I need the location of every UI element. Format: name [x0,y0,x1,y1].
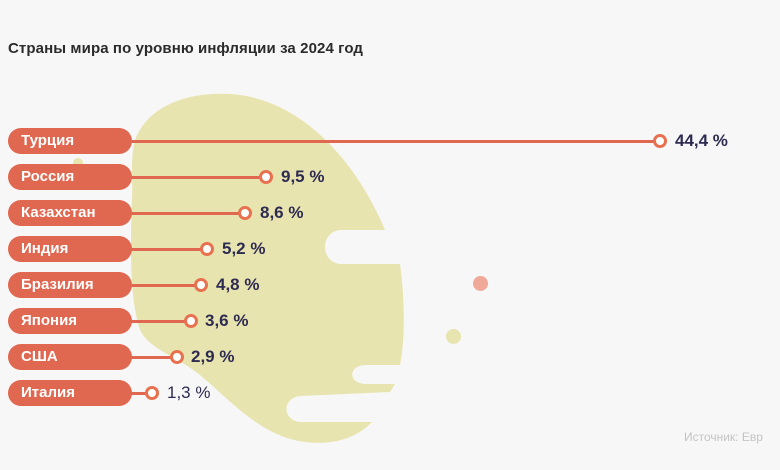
country-label: Япония [8,308,132,334]
chart-title: Страны мира по уровню инфляции за 2024 г… [8,40,364,57]
value-stem [126,283,196,287]
value-marker [184,314,198,328]
value-label: 8,6 % [260,203,304,222]
value-label: 44,4 % [675,131,728,150]
value-label: 4,8 % [216,275,260,294]
value-marker [200,242,214,256]
source-note: Источник: Евр [684,430,763,444]
value-marker [259,170,273,184]
decorative-dot-small [73,158,83,168]
value-stem [126,139,656,143]
value-stem [126,355,172,359]
value-stem [126,319,186,323]
country-label: Бразилия [8,272,132,298]
value-stem [126,391,148,395]
value-marker [145,386,159,400]
decorative-dot-red [473,276,488,291]
value-label: 1,3 % [167,383,211,402]
value-stem [126,211,240,215]
country-label: Индия [8,236,132,262]
value-label: 3,6 % [205,311,249,330]
value-label: 9,5 % [281,167,325,186]
value-label: 2,9 % [191,347,235,366]
value-stem [126,247,202,251]
country-label: США [8,344,132,370]
value-stem [126,175,260,179]
country-label: Казахстан [8,200,132,226]
decorative-dot-yellow [446,329,461,344]
value-label: 5,2 % [222,239,266,258]
country-label: Россия [8,164,132,190]
value-marker [653,134,667,148]
value-marker [194,278,208,292]
country-label: Италия [8,380,132,406]
value-marker [238,206,252,220]
country-label: Турция [8,128,132,154]
value-marker [170,350,184,364]
